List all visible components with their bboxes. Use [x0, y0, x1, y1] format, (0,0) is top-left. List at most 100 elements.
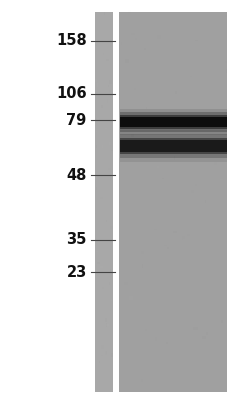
Bar	[103, 74, 105, 78]
Bar	[200, 155, 204, 156]
Bar	[118, 12, 227, 392]
Bar	[145, 107, 146, 109]
Bar	[107, 357, 108, 361]
Bar	[155, 76, 157, 80]
Bar	[106, 100, 108, 102]
Bar	[191, 310, 193, 314]
Bar	[100, 266, 102, 268]
Bar	[136, 285, 138, 286]
Bar	[104, 318, 107, 322]
Bar	[100, 353, 102, 355]
Bar	[156, 35, 160, 39]
Bar	[174, 92, 177, 94]
Bar	[159, 83, 164, 84]
Bar	[129, 296, 133, 300]
Bar	[131, 33, 134, 35]
Bar	[194, 184, 196, 186]
Bar	[101, 28, 103, 31]
Bar	[162, 178, 163, 179]
Bar	[180, 365, 183, 367]
Text: 23: 23	[66, 265, 86, 280]
Bar	[202, 31, 206, 33]
Bar	[143, 48, 146, 50]
Bar	[106, 324, 108, 326]
Bar	[196, 140, 197, 142]
Bar	[189, 76, 191, 77]
Bar	[98, 22, 99, 26]
Bar	[219, 179, 222, 180]
Bar	[185, 249, 188, 252]
Bar	[132, 332, 134, 334]
Bar	[119, 117, 226, 127]
Bar	[97, 224, 99, 227]
Bar	[110, 226, 112, 229]
Bar	[101, 145, 103, 148]
Bar	[127, 10, 130, 13]
Bar	[98, 116, 99, 118]
Bar	[102, 54, 104, 55]
Bar	[100, 345, 103, 349]
Bar	[112, 232, 114, 235]
Bar	[172, 266, 175, 267]
Text: 48: 48	[66, 168, 86, 183]
Bar	[220, 320, 222, 323]
Bar	[104, 12, 105, 15]
Bar	[164, 108, 169, 112]
Bar	[119, 136, 121, 140]
Bar	[95, 187, 97, 190]
Bar	[131, 134, 133, 137]
Bar	[95, 60, 97, 63]
Bar	[102, 280, 104, 281]
Bar	[178, 177, 182, 179]
Bar	[112, 12, 118, 392]
Bar	[216, 210, 219, 212]
Bar	[145, 329, 147, 331]
Bar	[95, 167, 97, 168]
Bar	[156, 166, 159, 168]
Bar	[119, 112, 226, 132]
Bar	[186, 234, 189, 236]
Bar	[154, 237, 157, 241]
Bar	[94, 79, 97, 82]
Bar	[155, 337, 156, 341]
Bar	[224, 70, 227, 72]
Bar	[173, 156, 174, 160]
Bar	[108, 176, 110, 180]
Bar	[119, 140, 226, 152]
Bar	[109, 50, 110, 52]
Text: 158: 158	[56, 33, 86, 48]
Bar	[141, 49, 143, 51]
Bar	[101, 151, 103, 154]
Bar	[110, 269, 111, 272]
Bar	[224, 15, 227, 17]
Bar	[109, 310, 110, 311]
Bar	[205, 332, 207, 335]
Bar	[172, 231, 177, 233]
Bar	[119, 134, 226, 158]
Bar	[102, 91, 104, 94]
Bar	[101, 21, 104, 23]
Bar	[111, 109, 114, 112]
Bar	[109, 29, 112, 32]
Bar	[108, 168, 111, 170]
Bar	[101, 287, 104, 289]
Bar	[141, 379, 143, 382]
Bar	[105, 350, 106, 354]
Bar	[194, 40, 197, 42]
Bar	[96, 131, 97, 132]
Bar	[101, 355, 103, 356]
Bar	[119, 109, 226, 135]
Bar	[198, 218, 200, 220]
Bar	[164, 381, 166, 384]
Bar	[187, 125, 189, 128]
Bar	[104, 268, 106, 269]
Bar	[111, 299, 112, 301]
Bar	[97, 83, 98, 87]
Bar	[111, 28, 114, 30]
Bar	[95, 23, 97, 26]
Bar	[109, 80, 111, 84]
Bar	[94, 213, 95, 214]
Bar	[148, 318, 151, 320]
Bar	[201, 336, 205, 339]
Bar	[176, 298, 178, 300]
